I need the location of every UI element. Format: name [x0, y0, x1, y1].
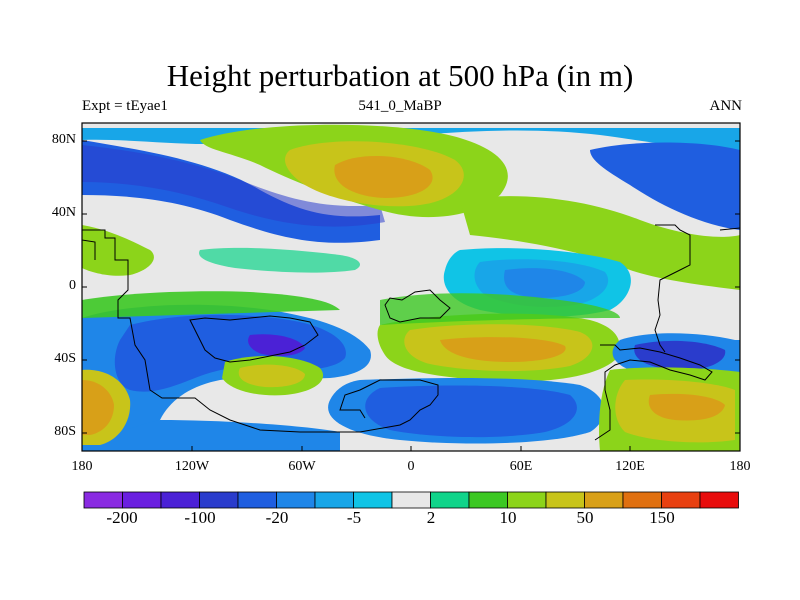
x-tick-label: 120W — [174, 459, 210, 474]
colorbar-label: -20 — [265, 508, 289, 527]
colorbar-swatch — [314, 491, 354, 509]
colorbar — [83, 491, 739, 509]
colorbar-label: -5 — [346, 508, 362, 527]
colorbar-swatch — [122, 491, 162, 509]
x-tick-label: 180 — [71, 459, 93, 474]
colorbar-swatch — [430, 491, 470, 509]
subtitle-center: 541_0_MaBP — [358, 98, 442, 114]
colorbar-swatch — [391, 491, 431, 509]
x-tick-label: 60E — [509, 459, 533, 474]
y-tick-label: 80N — [51, 132, 76, 147]
colorbar-label: -200 — [106, 508, 138, 527]
colorbar-label: -100 — [184, 508, 216, 527]
x-tick-label: 60W — [288, 459, 316, 474]
colorbar-swatch — [584, 491, 624, 509]
colorbar-swatch — [160, 491, 200, 509]
y-tick-label: 0 — [69, 278, 76, 293]
x-tick-label: 120E — [615, 459, 645, 474]
colorbar-label: 150 — [649, 508, 675, 527]
subtitle-left: Expt = tEyae1 — [82, 98, 168, 114]
x-tick-label: 0 — [407, 459, 415, 474]
colorbar-label: 2 — [426, 508, 436, 527]
colorbar-label: 10 — [499, 508, 517, 527]
colorbar-swatch — [661, 491, 701, 509]
colorbar-label: 50 — [576, 508, 594, 527]
y-tick-label: 80S — [54, 424, 76, 439]
plot-title: Height perturbation at 500 hPa (in m) — [166, 58, 634, 93]
continent-outlines — [82, 224, 740, 441]
colorbar-swatch — [83, 491, 123, 509]
colorbar-swatch — [468, 491, 508, 509]
y-tick-label: 40N — [51, 205, 76, 220]
colorbar-swatch — [199, 491, 239, 509]
colorbar-swatch — [622, 491, 662, 509]
colorbar-swatch — [699, 491, 739, 509]
colorbar-swatch — [507, 491, 547, 509]
colorbar-swatch — [353, 491, 393, 509]
colorbar-swatch — [237, 491, 277, 509]
y-tick-label: 40S — [54, 351, 76, 366]
subtitle-right: ANN — [709, 98, 743, 114]
colorbar-swatch — [545, 491, 585, 509]
x-tick-label: 180 — [729, 459, 751, 474]
colorbar-swatch — [276, 491, 316, 509]
